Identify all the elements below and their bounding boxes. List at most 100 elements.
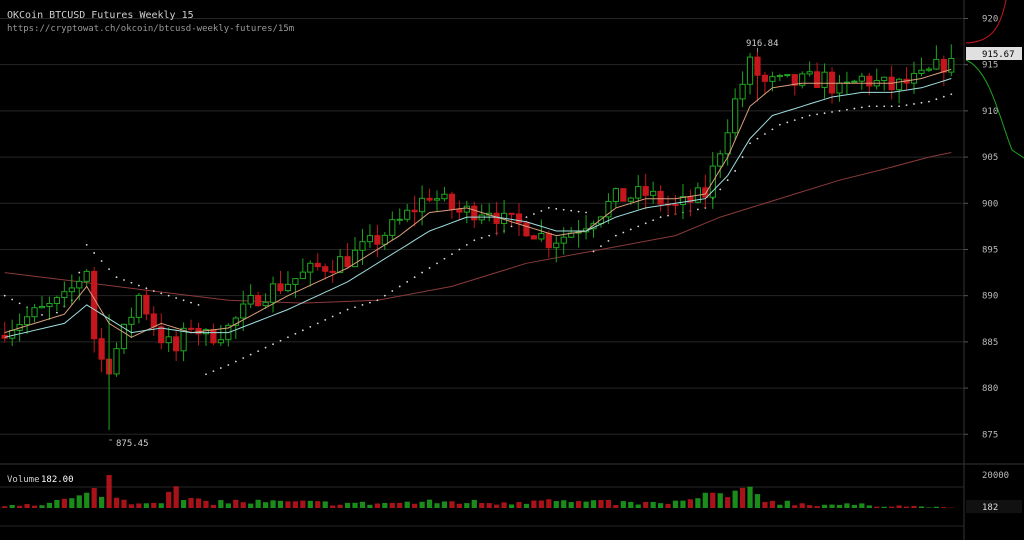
- volume-label: Volume: [7, 475, 40, 485]
- candle-body: [493, 212, 500, 224]
- sar-dot: [875, 105, 878, 108]
- price-tick-label: 890: [982, 292, 998, 302]
- volume-bar: [479, 503, 485, 508]
- volume-bar: [225, 503, 231, 508]
- sar-dot: [838, 109, 841, 112]
- sar-dot: [465, 243, 468, 246]
- candle-body: [814, 71, 821, 88]
- candle-body: [411, 209, 418, 213]
- volume-bar: [896, 505, 902, 508]
- candle-body: [396, 218, 403, 221]
- volume-bar: [270, 500, 276, 508]
- volume-bar: [449, 501, 455, 508]
- sar-dot: [413, 276, 416, 279]
- candle-body: [642, 186, 649, 196]
- volume-bar: [821, 504, 828, 508]
- volume-bar: [419, 501, 425, 508]
- sar-dot: [756, 137, 759, 140]
- sar-dot: [585, 211, 587, 214]
- sar-dot: [227, 364, 230, 366]
- volume-bar: [374, 503, 380, 508]
- sar-dot: [510, 225, 513, 228]
- sar-dot: [287, 336, 289, 339]
- volume-value: 182.00: [41, 475, 74, 485]
- volume-bar: [523, 503, 530, 508]
- volume-bar: [635, 504, 641, 508]
- volume-bar: [99, 496, 105, 508]
- volume-bar: [739, 487, 746, 508]
- candle-body: [761, 74, 769, 82]
- volume-bar: [397, 502, 403, 508]
- volume-bar: [583, 501, 589, 508]
- sar-dot: [734, 170, 737, 172]
- price-tick-label: 900: [982, 199, 998, 209]
- volume-bar: [210, 504, 217, 508]
- volume-bar: [836, 504, 843, 508]
- sar-dot: [696, 208, 699, 211]
- volume-bar: [143, 503, 149, 508]
- ask-depth-curve: [965, 0, 1007, 44]
- sar-dot: [354, 306, 356, 309]
- sar-dot: [764, 133, 766, 135]
- sar-dot: [78, 271, 81, 274]
- candle-body: [135, 294, 142, 318]
- sar-dot: [451, 253, 453, 256]
- candle-body: [202, 329, 210, 335]
- sar-dot: [294, 332, 297, 335]
- volume-bar: [76, 495, 82, 508]
- sar-dot: [242, 357, 245, 359]
- candle-body: [83, 270, 90, 282]
- volume-bar: [762, 501, 768, 508]
- volume-bar: [710, 492, 716, 508]
- volume-bar: [725, 497, 731, 508]
- candle-body: [292, 278, 299, 285]
- candle-body: [679, 196, 687, 206]
- volume-bar: [807, 505, 813, 508]
- volume-bar: [702, 492, 708, 508]
- sar-dot: [339, 312, 342, 314]
- candle-body: [344, 256, 351, 268]
- candle-body: [560, 236, 567, 244]
- candle-body: [98, 338, 105, 360]
- sar-dot: [361, 304, 364, 306]
- low-annotation: 875.45: [116, 439, 149, 449]
- volume-bar: [568, 502, 574, 508]
- candle-body: [187, 327, 195, 330]
- sar-dot: [637, 225, 640, 228]
- volume-bar: [590, 500, 597, 508]
- sar-dot: [555, 207, 558, 210]
- sar-dot: [883, 105, 886, 108]
- volume-bar: [218, 500, 224, 508]
- candle-body: [173, 336, 180, 352]
- sar-dot: [629, 228, 632, 231]
- volume-bar: [650, 501, 656, 508]
- volume-bar: [486, 503, 492, 508]
- sar-dot: [860, 106, 863, 109]
- volume-bar: [240, 502, 246, 508]
- sar-dot: [130, 281, 133, 284]
- volume-tick-high: 20000: [982, 471, 1009, 481]
- sar-dot: [793, 119, 796, 122]
- candle-body: [933, 58, 940, 70]
- sar-dot: [532, 213, 535, 215]
- depth-curves: [965, 0, 1024, 159]
- candle-body: [769, 76, 776, 82]
- sar-dot: [152, 290, 155, 292]
- candle-body: [337, 256, 344, 273]
- volume-bar: [344, 502, 351, 508]
- volume-bar: [9, 504, 15, 508]
- sar-dot: [950, 93, 953, 96]
- candle-body: [165, 336, 172, 344]
- candle-body: [31, 307, 38, 318]
- candlesticks: [1, 44, 955, 431]
- volume-bar: [300, 500, 306, 508]
- price-tick-label: 895: [982, 245, 998, 255]
- volume-bar: [866, 505, 872, 508]
- volume-bar: [188, 498, 194, 508]
- volume-bar: [769, 500, 776, 508]
- price-axis: 875 880 885 890 895 900 905 910 915 920: [964, 14, 998, 440]
- volume-bar: [412, 503, 418, 508]
- sar-dot: [749, 142, 751, 145]
